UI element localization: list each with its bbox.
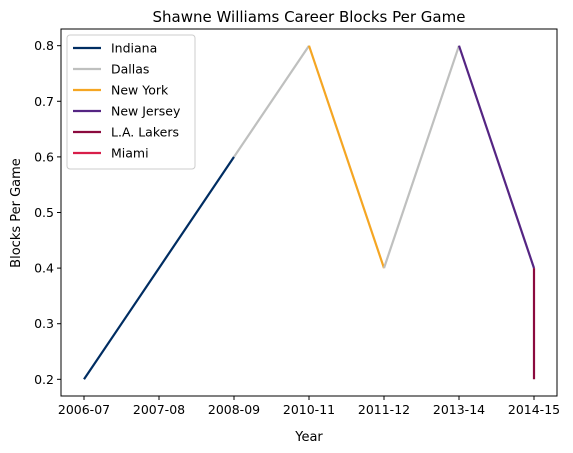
x-tick-label: 2014-15 xyxy=(508,402,560,417)
series-line-new-jersey-4 xyxy=(457,45,536,269)
series-layer xyxy=(83,45,536,380)
legend-label-new-york: New York xyxy=(111,83,169,98)
legend-label-new-jersey: New Jersey xyxy=(111,104,181,119)
x-tick-label: 2013-14 xyxy=(433,402,485,417)
y-tick-label: 0.4 xyxy=(34,261,54,276)
y-tick-label: 0.3 xyxy=(34,316,54,331)
x-tick-label: 2011-12 xyxy=(358,402,410,417)
legend: Indiana Dallas New York New Jersey L.A. Lake… xyxy=(66,34,196,170)
y-axis: 0.2 0.3 0.4 0.5 0.6 0.7 0.8 xyxy=(34,38,61,387)
legend-label-dallas: Dallas xyxy=(111,62,149,77)
x-tick-label: 2008-09 xyxy=(208,402,260,417)
y-tick-label: 0.7 xyxy=(34,94,54,109)
y-axis-label: Blocks Per Game xyxy=(9,158,24,268)
x-tick-label: 2006-07 xyxy=(58,402,110,417)
legend-label-l-a-lakers: L.A. Lakers xyxy=(111,125,179,140)
x-axis-label: Year xyxy=(294,430,323,445)
x-tick-label: 2007-08 xyxy=(133,402,185,417)
legend-label-indiana: Indiana xyxy=(111,41,157,56)
series-line-indiana-0 xyxy=(83,156,235,380)
y-tick-label: 0.5 xyxy=(34,205,54,220)
y-tick-label: 0.8 xyxy=(34,38,54,53)
y-tick-label: 0.2 xyxy=(34,372,54,387)
chart-title: Shawne Williams Career Blocks Per Game xyxy=(153,8,466,26)
x-tick-label: 2010-11 xyxy=(283,402,335,417)
x-axis: 2006-07 2007-08 2008-09 2010-11 2011-12 2013-… xyxy=(58,396,560,417)
legend-label-miami: Miami xyxy=(111,146,149,161)
series-line-dallas-1 xyxy=(233,45,310,158)
y-tick-label: 0.6 xyxy=(34,149,54,164)
series-line-dallas-3 xyxy=(382,45,461,269)
series-line-new-york-2 xyxy=(307,45,386,269)
